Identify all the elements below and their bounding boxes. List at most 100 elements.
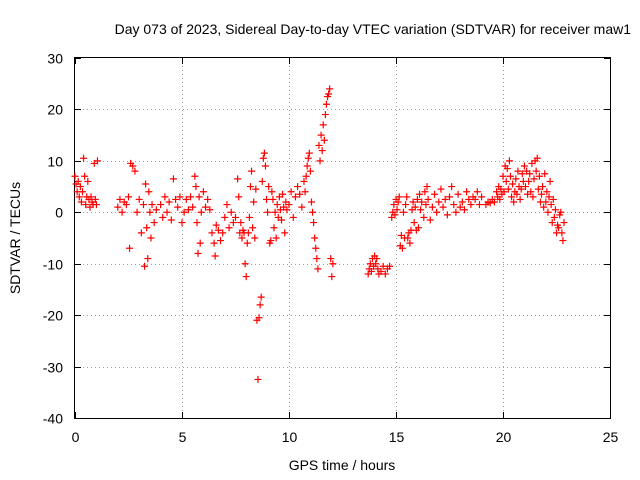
- data-point: [159, 213, 167, 221]
- data-point: [394, 198, 402, 206]
- data-point: [176, 193, 184, 201]
- data-point: [545, 193, 553, 201]
- data-point: [520, 162, 528, 170]
- data-point: [540, 203, 548, 211]
- data-point: [529, 193, 537, 201]
- data-point: [93, 157, 101, 165]
- data-point: [452, 208, 460, 216]
- data-point: [214, 226, 222, 234]
- data-point: [475, 201, 483, 209]
- data-point: [285, 201, 293, 209]
- data-point: [144, 255, 152, 263]
- data-point: [305, 149, 313, 157]
- data-point: [325, 90, 333, 98]
- data-point: [122, 201, 130, 209]
- data-point: [184, 206, 192, 214]
- data-point: [157, 201, 165, 209]
- data-point: [311, 234, 319, 242]
- data-point: [217, 237, 225, 245]
- data-point: [141, 262, 149, 270]
- data-point: [411, 203, 419, 211]
- data-point: [131, 167, 139, 175]
- data-point: [279, 190, 287, 198]
- data-point: [422, 201, 430, 209]
- data-point: [161, 193, 169, 201]
- data-point: [478, 193, 486, 201]
- data-point: [259, 154, 267, 162]
- data-point: [257, 293, 265, 301]
- data-point: [512, 175, 520, 183]
- data-point: [91, 195, 99, 203]
- data-point: [71, 172, 79, 180]
- data-point: [471, 195, 479, 203]
- data-point: [367, 267, 375, 275]
- data-point: [139, 201, 147, 209]
- y-tick-label: 20: [47, 102, 63, 118]
- data-point: [309, 208, 317, 216]
- data-point: [298, 203, 306, 211]
- data-point: [406, 239, 414, 247]
- data-point: [192, 183, 200, 191]
- data-point: [509, 180, 517, 188]
- data-point: [165, 198, 173, 206]
- data-point: [541, 170, 549, 178]
- x-tick-label: 20: [496, 429, 512, 445]
- data-point: [381, 270, 389, 278]
- data-point: [307, 198, 315, 206]
- data-point: [249, 224, 257, 232]
- data-point: [456, 203, 464, 211]
- data-point: [126, 244, 134, 252]
- data-markers: [71, 85, 568, 383]
- data-point: [490, 198, 498, 206]
- data-point: [379, 262, 387, 270]
- data-point: [373, 255, 381, 263]
- data-point: [398, 244, 406, 252]
- data-point: [513, 190, 521, 198]
- data-point: [251, 234, 259, 242]
- data-point: [92, 201, 100, 209]
- data-point: [395, 193, 403, 201]
- data-point: [454, 190, 462, 198]
- data-point: [114, 203, 122, 211]
- data-point: [319, 121, 327, 129]
- data-point: [235, 193, 243, 201]
- data-point: [421, 188, 429, 196]
- data-point: [143, 224, 151, 232]
- x-tick-label: 0: [72, 429, 80, 445]
- data-point: [423, 183, 431, 191]
- data-point: [503, 165, 511, 173]
- data-point: [258, 177, 266, 185]
- data-point: [441, 195, 449, 203]
- data-point: [118, 208, 126, 216]
- data-point: [195, 193, 203, 201]
- data-point: [272, 234, 280, 242]
- y-tick-label: -10: [43, 257, 63, 273]
- data-point: [546, 177, 554, 185]
- data-point: [399, 208, 407, 216]
- data-point: [227, 208, 235, 216]
- data-point: [377, 267, 385, 275]
- data-point: [502, 177, 510, 185]
- data-point: [433, 208, 441, 216]
- data-point: [463, 188, 471, 196]
- x-tick-labels: 0 5 10 15 20 25: [72, 429, 619, 445]
- data-point: [152, 206, 160, 214]
- data-point: [269, 195, 277, 203]
- data-point: [135, 195, 143, 203]
- data-point: [446, 193, 453, 201]
- data-point: [271, 208, 279, 216]
- data-point: [549, 195, 557, 203]
- grid-lines: [75, 58, 610, 418]
- data-point: [273, 201, 281, 209]
- data-point: [256, 301, 264, 309]
- data-point: [521, 183, 529, 191]
- data-point: [316, 157, 324, 165]
- data-point: [543, 188, 551, 196]
- data-point: [413, 195, 421, 203]
- data-point: [535, 172, 543, 180]
- data-point: [219, 229, 227, 237]
- data-point: [450, 201, 458, 209]
- data-point: [372, 260, 380, 268]
- data-point: [448, 183, 456, 191]
- y-tick-label: -20: [43, 308, 63, 324]
